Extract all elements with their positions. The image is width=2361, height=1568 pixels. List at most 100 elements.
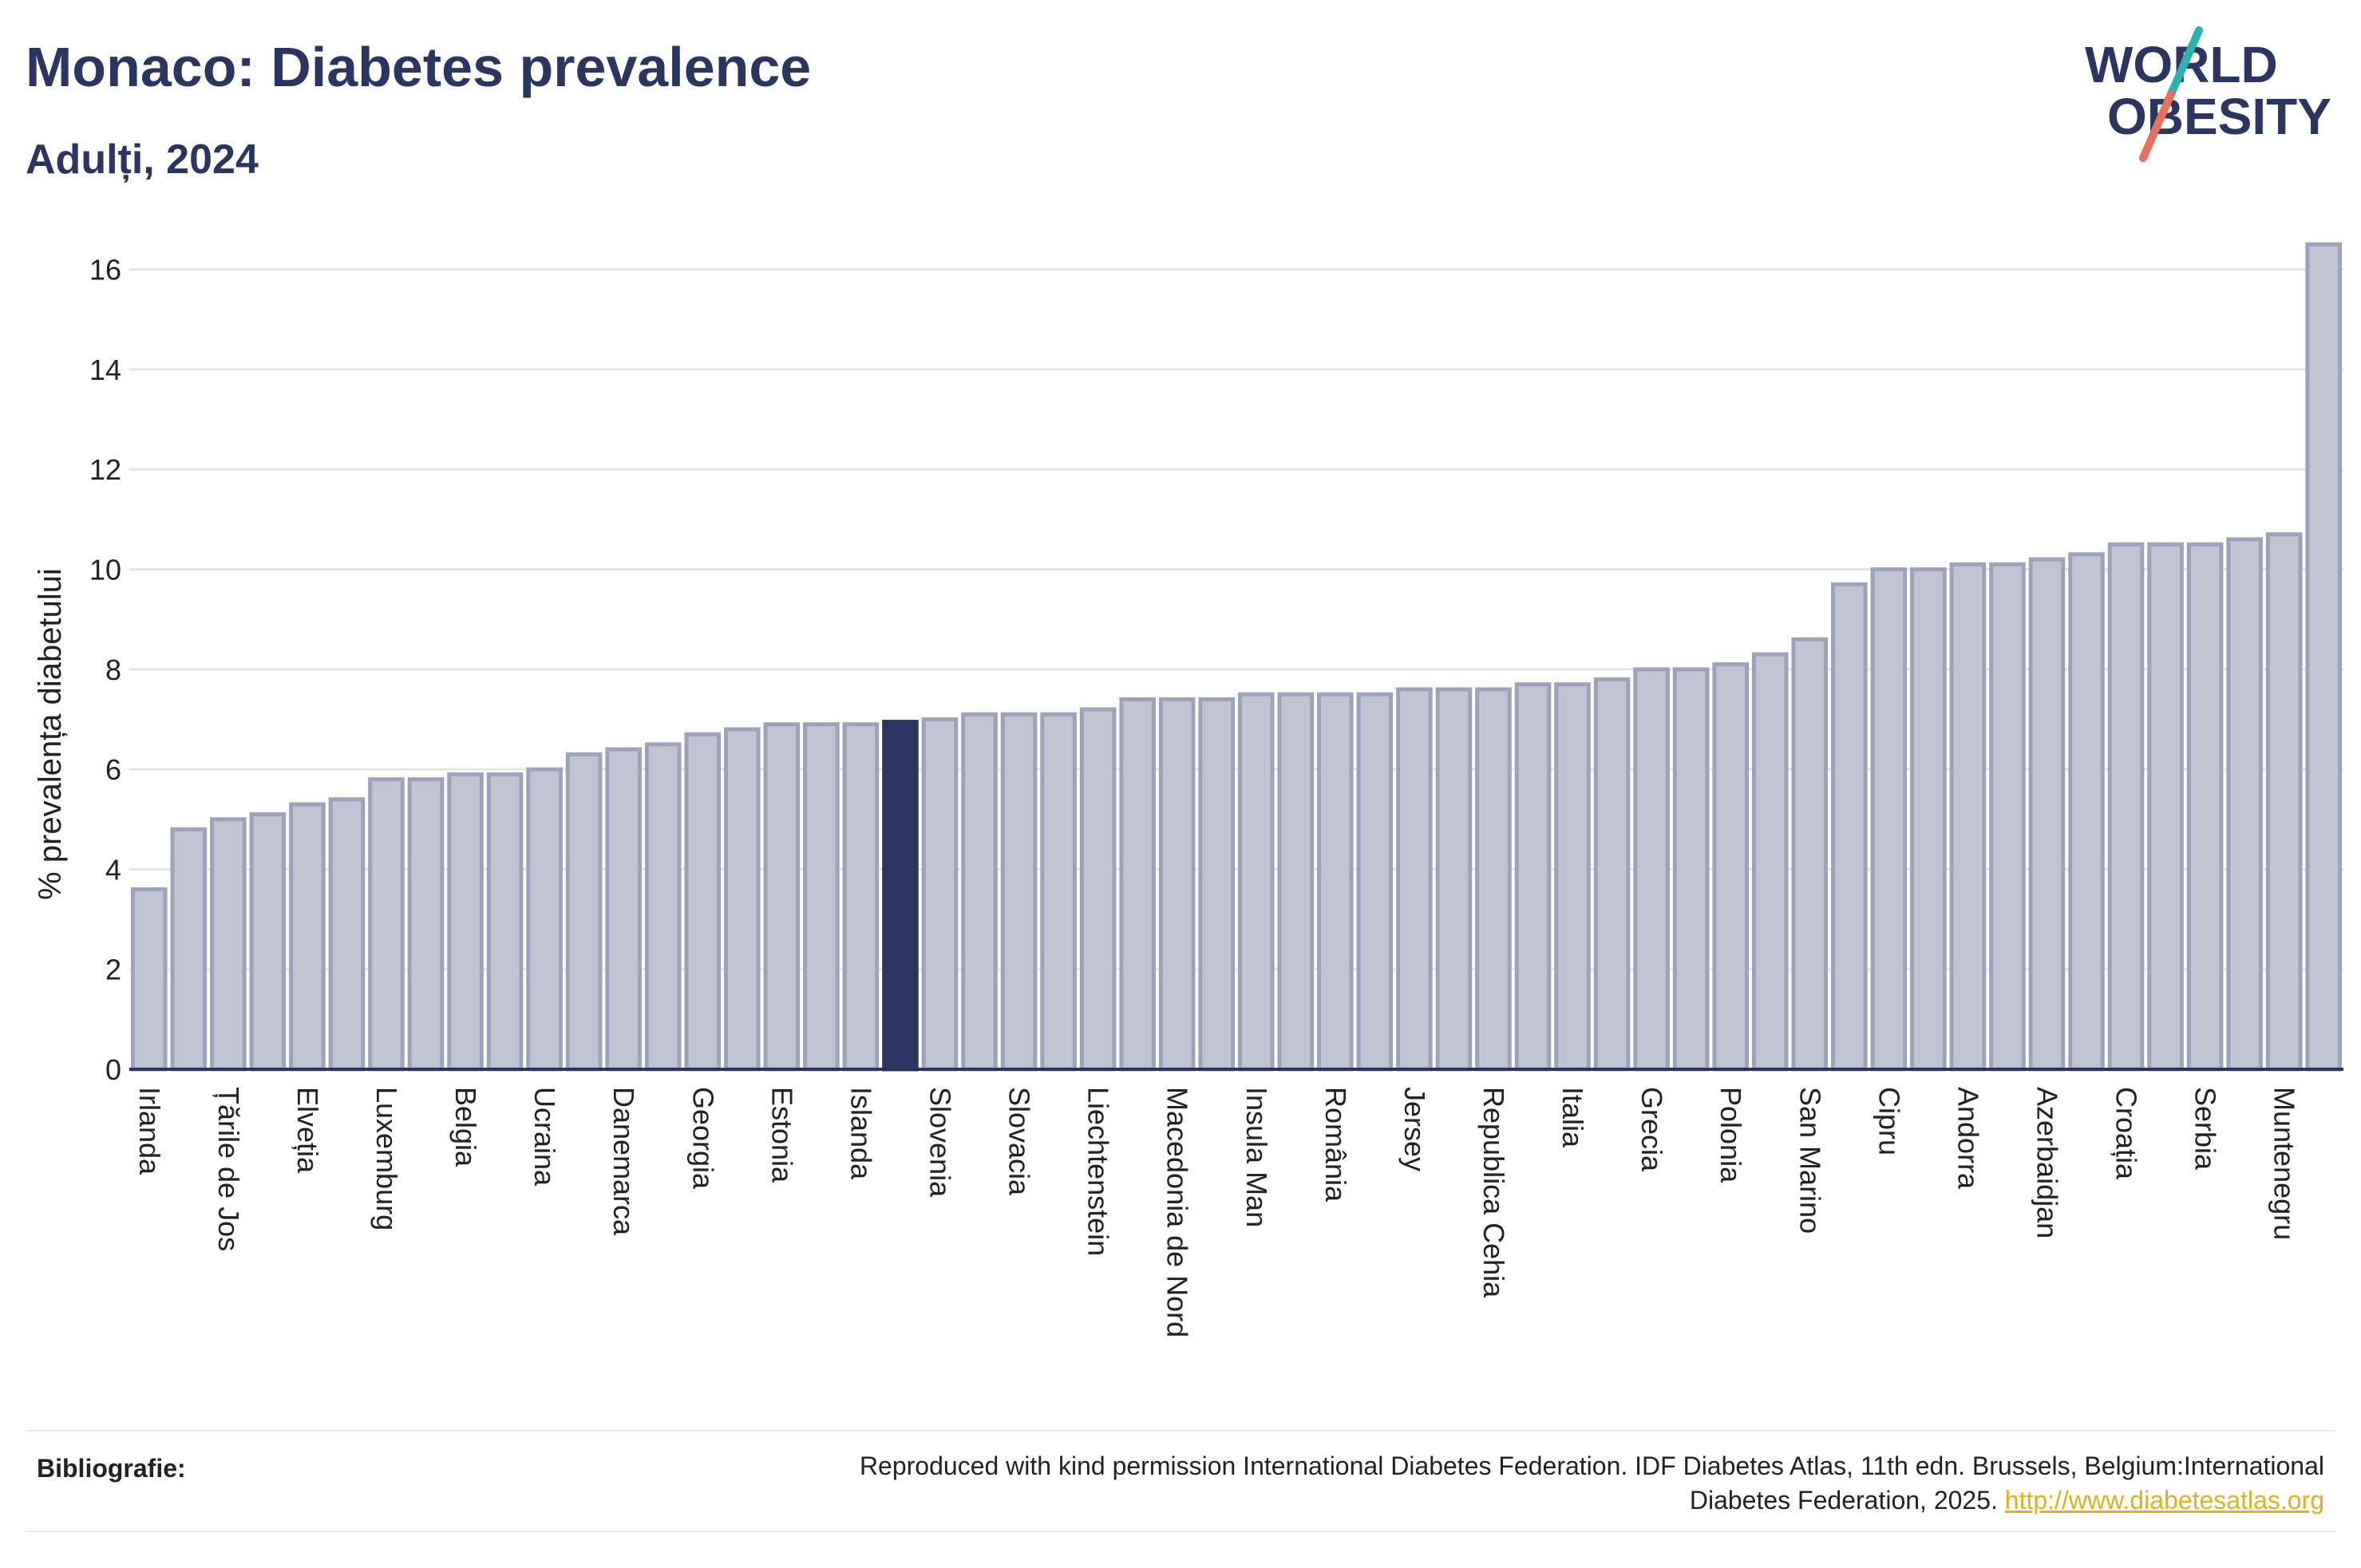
y-tick-label: 0 (105, 1053, 121, 1086)
bar (1079, 707, 1117, 1072)
bar (1356, 692, 1394, 1072)
y-tick-label: 12 (89, 453, 121, 486)
bar (447, 772, 484, 1072)
bar (803, 722, 840, 1072)
x-tick-label: România (1319, 1087, 1352, 1203)
x-tick-label: Georgia (686, 1087, 719, 1190)
bar (1435, 687, 1473, 1072)
bar (170, 827, 208, 1072)
y-tick-label: 14 (89, 353, 121, 386)
x-tick-label: San Marino (1793, 1087, 1826, 1234)
bar (1712, 662, 1750, 1072)
y-tick-label: 2 (105, 954, 121, 986)
x-tick-label: Cipru (1873, 1087, 1905, 1155)
bars (130, 242, 2343, 1072)
y-axis-label: % prevalența diabetului (33, 568, 68, 900)
logo-slash-teal (2167, 26, 2203, 98)
bar (1870, 567, 1908, 1072)
bar (1989, 562, 2026, 1072)
bar (1396, 687, 1433, 1072)
x-tick-label: Azerbaidjan (2031, 1087, 2063, 1238)
bar (961, 712, 998, 1072)
bar (289, 802, 326, 1072)
reference-line-1: Reproduced with kind permission Internat… (859, 1451, 2324, 1480)
x-tick-label: Țările de Jos (212, 1087, 245, 1251)
logo-text-obesity: OBESITY (2107, 88, 2331, 145)
bar (2068, 552, 2105, 1072)
chart-subtitle: Adulți, 2024 (26, 136, 259, 183)
x-tick-label: Belgia (449, 1087, 482, 1167)
x-tick-label: Grecia (1635, 1087, 1668, 1172)
bar (723, 727, 761, 1072)
x-tick-label: Muntenegru (2268, 1087, 2301, 1240)
x-tick-label: Serbia (2189, 1087, 2222, 1171)
bar (921, 717, 959, 1072)
reference-line-2: Diabetes Federation, 2025. (1689, 1486, 1998, 1515)
bar (1158, 697, 1196, 1072)
bar (1317, 692, 1354, 1072)
x-tick-label: Slovacia (1003, 1087, 1036, 1196)
x-tick-label: Slovenia (923, 1087, 956, 1198)
bar (1672, 667, 1710, 1072)
bar (644, 742, 682, 1072)
x-tick-label: Insula Man (1240, 1087, 1273, 1227)
x-tick-label: Andorra (1952, 1087, 1984, 1190)
bar (2226, 537, 2263, 1072)
bar (486, 772, 524, 1072)
bar (1040, 712, 1077, 1072)
bar (2186, 542, 2224, 1072)
bar (1000, 712, 1038, 1072)
axes: 0 2 4 6 8 10 12 14 16 Irlanda Țările de Jos Elveția… (89, 254, 2343, 1337)
bar (1554, 682, 1591, 1072)
bar (1277, 692, 1315, 1072)
x-tick-label: Elveția (291, 1087, 324, 1174)
bar (1751, 652, 1789, 1072)
x-tick-label: Jersey (1398, 1087, 1431, 1171)
x-tick-label: Republica Cehia (1477, 1087, 1510, 1298)
x-tick-label: Estonia (765, 1087, 798, 1183)
bar (368, 777, 405, 1072)
bar (2305, 242, 2343, 1072)
bar (328, 797, 366, 1072)
bar (2107, 542, 2145, 1072)
bar (1791, 637, 1829, 1072)
bar-chart: 0 2 4 6 8 10 12 14 16 Irlanda Țările de Jos Elveția… (33, 242, 2343, 1337)
bar (2028, 557, 2066, 1072)
bar (407, 777, 445, 1072)
y-tick-label: 16 (89, 254, 121, 286)
bar (1949, 562, 1987, 1072)
x-tick-label: Luxemburg (370, 1087, 403, 1230)
chart-title: Monaco: Diabetes prevalence (26, 36, 812, 98)
y-tick-label: 8 (105, 654, 121, 686)
bar (684, 732, 722, 1072)
reference-box: Bibliografie: Reproduced with kind permi… (26, 1430, 2335, 1532)
x-tick-label: Danemarca (607, 1087, 640, 1236)
bar (1198, 697, 1236, 1072)
bar (249, 812, 287, 1072)
bar (1514, 682, 1552, 1072)
bar (130, 887, 168, 1072)
bar (1237, 692, 1275, 1072)
bar (1830, 582, 1868, 1072)
x-tick-label: Irlanda (133, 1087, 166, 1175)
bar (1119, 697, 1156, 1072)
bar (565, 752, 603, 1072)
bar (2265, 532, 2303, 1072)
reference-link[interactable]: http://www.diabetesatlas.org (2004, 1486, 2324, 1515)
bar (605, 747, 643, 1072)
reference-label: Bibliografie: (37, 1454, 186, 1483)
bar (1475, 687, 1512, 1072)
y-tick-label: 10 (89, 553, 121, 586)
x-tick-label: Polonia (1714, 1087, 1747, 1183)
x-tick-label: Liechtenstein (1082, 1087, 1115, 1256)
x-tick-label: Islanda (844, 1087, 877, 1180)
x-tick-label: Ucraina (528, 1087, 561, 1187)
bar (1910, 567, 1947, 1072)
bar (842, 722, 880, 1072)
bar (526, 767, 563, 1072)
bar (2147, 542, 2184, 1072)
bar (763, 722, 801, 1072)
x-tick-label: Italia (1556, 1087, 1589, 1148)
bar (1633, 667, 1670, 1072)
x-tick-label: Croația (2110, 1087, 2143, 1180)
